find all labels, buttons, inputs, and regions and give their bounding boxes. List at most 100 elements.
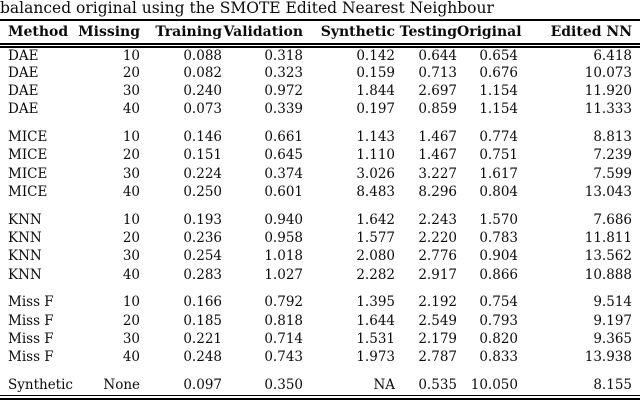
table-cell: 1.143 (356, 129, 395, 146)
table-cell: 0.151 (183, 147, 222, 164)
table-cell: 1.644 (356, 312, 395, 329)
table-cell: Miss F (8, 349, 54, 366)
table-cell: 1.018 (264, 248, 303, 265)
table-row: Synthetic None 0.097 0.350 NA 0.535 10.050 8.15… (0, 376, 640, 394)
table-cell: 0.792 (264, 294, 303, 311)
table-cell: MICE (8, 129, 48, 146)
table-cell: 1.642 (356, 211, 395, 228)
table-cell: 20 (122, 312, 140, 329)
table-cell: 1.531 (356, 331, 395, 347)
table-cell: 11.920 (584, 82, 632, 99)
table-cell: 0.240 (183, 82, 222, 99)
table-cell: 9.197 (593, 312, 632, 329)
table-header: Method Missing Training Validation Synth… (0, 20, 640, 48)
table-cell: 1.973 (356, 349, 395, 366)
table-cell: 0.904 (479, 248, 518, 265)
table-cell: 2.776 (418, 248, 457, 265)
table-cell: 8.483 (356, 183, 395, 200)
table-cell: KNN (8, 266, 42, 283)
table-cell: 20 (122, 230, 140, 247)
table-row: MICE 40 0.250 0.601 8.483 8.296 0.804 13.043 (0, 183, 640, 201)
table-cell: 1.844 (356, 82, 395, 99)
table-cell: 0.713 (418, 64, 457, 81)
table-cell: 0.224 (183, 165, 222, 182)
table-cell: 0.940 (264, 211, 303, 228)
table-cell: 0.283 (183, 266, 222, 283)
table-cell: 7.686 (593, 211, 632, 228)
table-caption: balanced original using the SMOTE Edited… (0, 0, 494, 17)
table-cell: 40 (122, 266, 140, 283)
table-cell: 3.026 (356, 165, 395, 182)
column-header-testing: Testing (395, 20, 457, 48)
table-cell: NA (373, 377, 395, 394)
table-cell: 0.159 (356, 64, 395, 81)
group-spacer (0, 118, 640, 128)
table-cell: 1.395 (356, 294, 395, 311)
table-cell: 2.243 (418, 211, 457, 228)
table-cell: MICE (8, 183, 48, 200)
table-cell: Synthetic (8, 377, 73, 394)
table-cell: 0.645 (264, 147, 303, 164)
table-cell: 0.166 (183, 294, 222, 311)
table-cell: 0.783 (479, 230, 518, 247)
header-row: Method Missing Training Validation Synth… (0, 20, 640, 48)
table-cell: KNN (8, 248, 42, 265)
table-cell: 1.027 (264, 266, 303, 283)
table-cell: 40 (122, 183, 140, 200)
results-table: Method Missing Training Validation Synth… (0, 19, 640, 394)
table-cell: 8.813 (593, 129, 632, 146)
table-cell: 0.820 (479, 331, 518, 347)
column-header-method: Method (0, 20, 75, 48)
bottom-rule-thick (0, 397, 640, 401)
table-cell: 20 (122, 64, 140, 81)
table-cell: 6.418 (593, 47, 632, 64)
table-row: MICE 30 0.224 0.374 3.026 3.227 1.617 7.599 (0, 164, 640, 182)
table-row: Miss F 30 0.221 0.714 1.531 2.179 0.820 9.365 (0, 330, 640, 348)
table-cell: MICE (8, 147, 48, 164)
table-cell: 0.754 (479, 294, 518, 311)
table-cell: 10 (122, 129, 140, 146)
table-cell: 11.333 (584, 101, 632, 118)
table-cell: 0.339 (264, 101, 303, 118)
table-row: Miss F 10 0.166 0.792 1.395 2.192 0.754 9.514 (0, 293, 640, 311)
table-cell: DAE (8, 47, 39, 64)
table-cell: 0.601 (264, 183, 303, 200)
table-cell: 1.570 (479, 211, 518, 228)
table-cell: 2.192 (418, 294, 457, 311)
table-cell: 0.073 (183, 101, 222, 118)
table-cell: 30 (122, 82, 140, 99)
table-cell: 0.236 (183, 230, 222, 247)
table-cell: 0.374 (264, 165, 303, 182)
table-cell: 8.296 (418, 183, 457, 200)
table-row: MICE 10 0.146 0.661 1.143 1.467 0.774 8.813 (0, 128, 640, 146)
table-cell: 0.818 (264, 312, 303, 329)
table-cell: 7.599 (593, 165, 632, 182)
table-cell: 0.250 (183, 183, 222, 200)
table-cell: 30 (122, 331, 140, 347)
table-cell: DAE (8, 82, 39, 99)
table-cell: 1.154 (479, 101, 518, 118)
table-cell: 13.562 (584, 248, 632, 265)
table-cell: 0.751 (479, 147, 518, 164)
table-cell: 0.743 (264, 349, 303, 366)
table-cell: 0.185 (183, 312, 222, 329)
table-cell: Miss F (8, 312, 54, 329)
table-cell: 0.197 (356, 101, 395, 118)
column-header-edited-nn: Edited NN (518, 20, 640, 48)
table-cell: 0.866 (479, 266, 518, 283)
group-spacer (0, 284, 640, 294)
table-cell: 20 (122, 147, 140, 164)
table-row: KNN 40 0.283 1.027 2.282 2.917 0.866 10.888 (0, 265, 640, 283)
table-cell: 0.661 (264, 129, 303, 146)
column-header-training: Training (140, 20, 222, 48)
table-cell: 0.350 (264, 377, 303, 394)
table-cell: 0.676 (479, 64, 518, 81)
table-cell: 1.577 (356, 230, 395, 247)
table-cell: 9.365 (593, 331, 632, 347)
table-cell: 10.073 (584, 64, 632, 81)
table-cell: 10.888 (584, 266, 632, 283)
table-cell: 2.220 (418, 230, 457, 247)
group-spacer (0, 366, 640, 376)
table-cell: None (103, 377, 140, 394)
